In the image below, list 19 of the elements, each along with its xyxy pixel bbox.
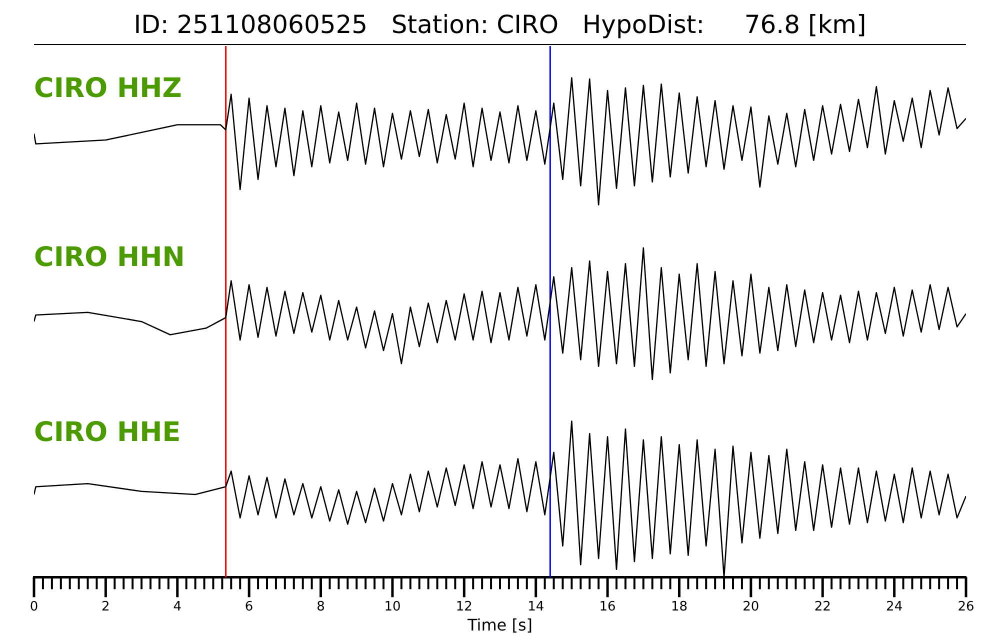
x-tick-label: 0: [30, 599, 38, 614]
series-label: CIRO HHN: [34, 242, 185, 274]
x-tick-label: 22: [814, 599, 831, 614]
x-axis-title: Time [s]: [466, 616, 533, 635]
x-tick-label: 10: [384, 599, 401, 614]
x-tick-label: 12: [456, 599, 472, 614]
x-tick-label: 24: [886, 599, 903, 614]
x-tick-label: 8: [316, 599, 325, 614]
x-tick-label: 18: [670, 599, 688, 614]
x-tick-label: 4: [173, 599, 182, 614]
x-tick-label: 2: [102, 599, 110, 614]
x-tick-label: 16: [599, 599, 616, 614]
chart-title: ID: 251108060525 Station: CIRO HypoDist: 76.8 [km]: [34, 6, 966, 45]
x-tick-label: 26: [958, 599, 974, 614]
x-tick-label: 14: [528, 599, 544, 614]
x-tick-label: 6: [244, 599, 254, 614]
series-label: CIRO HHZ: [34, 73, 182, 104]
x-tick-label: 20: [742, 599, 760, 614]
series-label: CIRO HHE: [34, 417, 181, 448]
